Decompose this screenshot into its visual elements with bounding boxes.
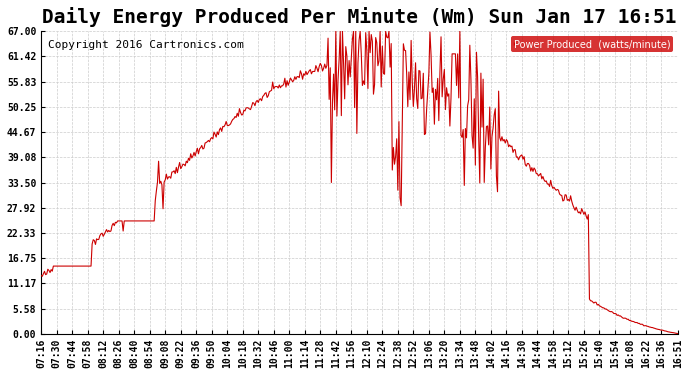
Legend: Power Produced  (watts/minute): Power Produced (watts/minute) — [511, 36, 673, 52]
Title: Daily Energy Produced Per Minute (Wm) Sun Jan 17 16:51: Daily Energy Produced Per Minute (Wm) Su… — [42, 7, 677, 27]
Text: Copyright 2016 Cartronics.com: Copyright 2016 Cartronics.com — [48, 40, 244, 50]
